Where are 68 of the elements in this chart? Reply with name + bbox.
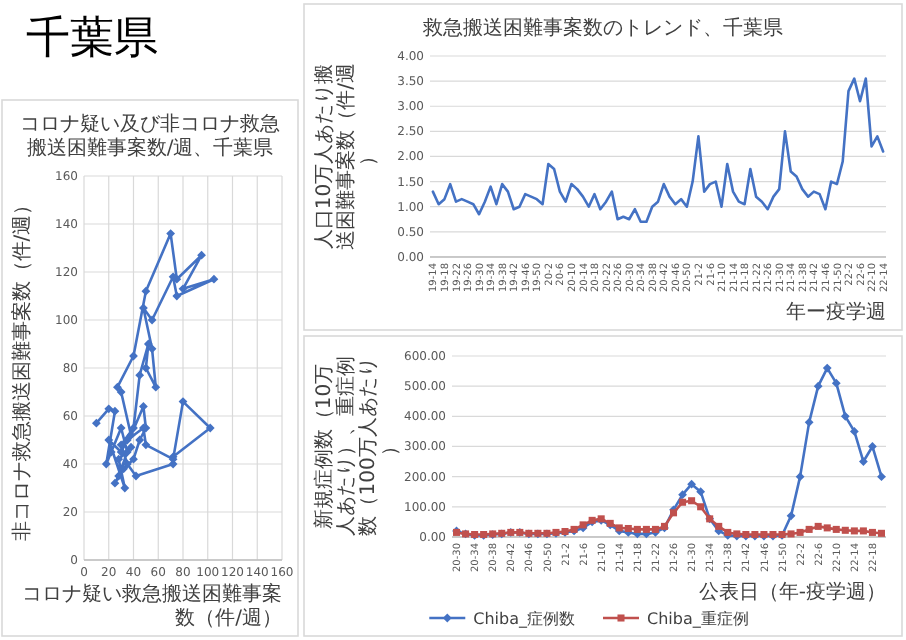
text: 千葉県 (26, 14, 158, 64)
point (859, 527, 867, 535)
point (796, 528, 804, 536)
point (143, 339, 153, 349)
legend-label: Chiba_重症例 (647, 610, 749, 628)
point (110, 406, 120, 416)
point (786, 511, 796, 521)
point (688, 497, 696, 505)
legend-label: Chiba_症例数 (473, 610, 575, 628)
point (141, 286, 151, 296)
y-axis-title: 人口10万人あたり搬送困難事案数（件/週） (312, 63, 380, 250)
point (642, 525, 650, 533)
point (110, 478, 120, 488)
point (679, 498, 687, 506)
point (91, 418, 101, 428)
point (813, 381, 823, 391)
point (135, 435, 145, 445)
point (877, 472, 886, 482)
point (832, 525, 840, 533)
point (787, 530, 795, 538)
point (822, 363, 832, 373)
point (859, 457, 868, 466)
point (116, 387, 126, 397)
point (795, 472, 805, 482)
point (101, 459, 111, 469)
point (205, 423, 215, 433)
y-axis-title: 非コロナ救急搬送困難事案数（件/週） (10, 194, 34, 542)
point (120, 483, 130, 493)
chart-title: 救急搬送困難事案数のトレンド、千葉県 (421, 16, 783, 40)
point (850, 527, 858, 535)
point (877, 529, 885, 537)
chart-title: コロナ疑い及び非コロナ救急搬送困難事案数/週、千葉県 (20, 112, 280, 160)
point (141, 440, 151, 450)
point (805, 525, 813, 533)
point (131, 471, 141, 481)
point (129, 454, 138, 464)
point (151, 382, 161, 392)
point (715, 522, 723, 530)
point (172, 291, 182, 301)
point (166, 229, 176, 238)
point (678, 490, 687, 500)
point (868, 442, 877, 451)
point (113, 382, 122, 392)
point (696, 487, 706, 497)
point (126, 442, 136, 452)
x-axis-title: 年ー疫学週 (786, 300, 886, 324)
point (814, 522, 822, 530)
point (804, 417, 814, 427)
y-axis-title: 新規症例数（10万人あたり）、重症例数（100万人あたり） (312, 356, 402, 537)
x-axis-title: 公表日（年-疫学週） (698, 580, 886, 604)
point (135, 370, 145, 380)
point (697, 503, 705, 511)
point (687, 479, 696, 489)
point (831, 378, 841, 388)
x-axis-title: コロナ疑い救急搬送困難事案数（件/週） (22, 582, 282, 630)
point (841, 526, 849, 534)
point (823, 524, 831, 532)
point (840, 411, 850, 421)
point (147, 315, 157, 325)
point (849, 426, 859, 436)
point (633, 525, 641, 533)
point (116, 447, 126, 457)
point (141, 363, 151, 373)
point (104, 435, 114, 445)
point (209, 274, 219, 284)
point (868, 528, 876, 536)
point (197, 250, 206, 260)
point (104, 404, 114, 414)
